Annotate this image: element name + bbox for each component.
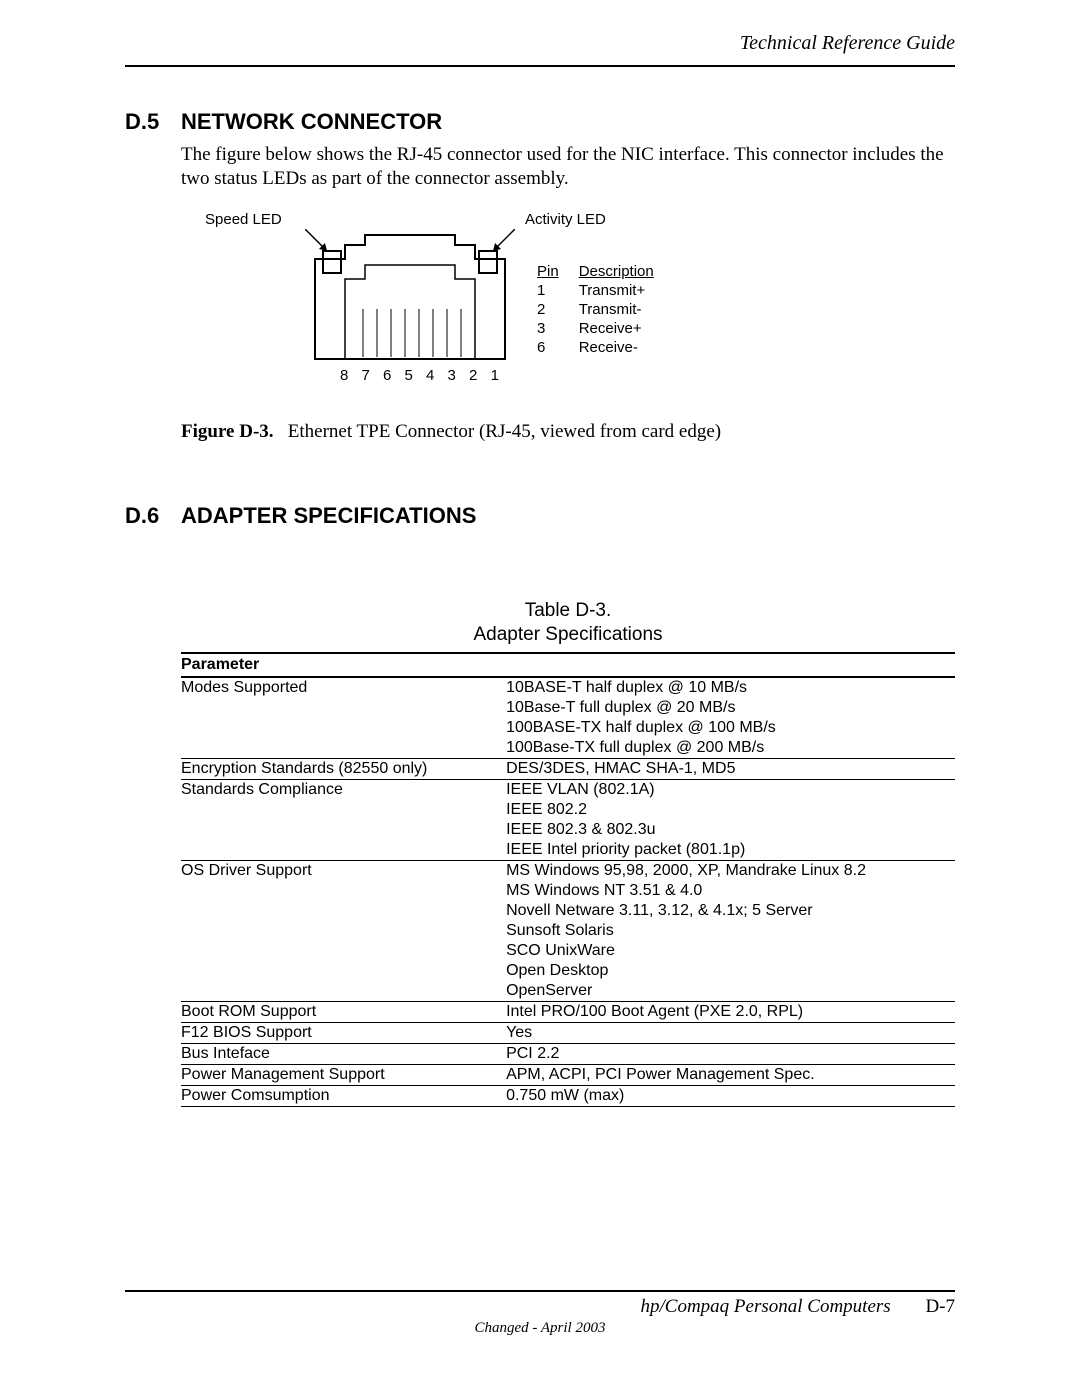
table-param-cell: F12 BIOS Support [181, 1022, 506, 1043]
activity-led-label: Activity LED [525, 211, 606, 228]
table-param-cell [181, 718, 506, 738]
section-d6-heading: D.6ADAPTER SPECIFICATIONS [125, 503, 955, 529]
pin-row-pin: 2 [537, 301, 577, 318]
table-value-cell: Yes [506, 1022, 955, 1043]
pin-header-desc: Description [579, 263, 672, 280]
table-value-cell: Intel PRO/100 Boot Agent (PXE 2.0, RPL) [506, 1001, 955, 1022]
table-param-cell: Modes Supported [181, 677, 506, 698]
table-param-cell [181, 901, 506, 921]
table-param-cell: Power Management Support [181, 1064, 506, 1085]
table-value-cell: MS Windows NT 3.51 & 4.0 [506, 881, 955, 901]
table-value-cell: IEEE Intel priority packet (801.1p) [506, 840, 955, 861]
section-d5-heading: D.5NETWORK CONNECTOR [125, 109, 955, 135]
table-param-cell [181, 941, 506, 961]
section-d6-title: ADAPTER SPECIFICATIONS [181, 503, 476, 528]
table-value-cell: Novell Netware 3.11, 3.12, & 4.1x; 5 Ser… [506, 901, 955, 921]
pin-row-desc: Receive+ [579, 320, 672, 337]
table-param-cell: Power Comsumption [181, 1085, 506, 1106]
figure-caption-text: Ethernet TPE Connector (RJ-45, viewed fr… [288, 421, 721, 442]
table-param-cell [181, 738, 506, 759]
table-value-cell: Sunsoft Solaris [506, 921, 955, 941]
pin-row-pin: 1 [537, 282, 577, 299]
table-value-cell: DES/3DES, HMAC SHA-1, MD5 [506, 758, 955, 779]
table-value-cell: Open Desktop [506, 961, 955, 981]
footer-product: hp/Compaq Personal Computers [641, 1296, 891, 1317]
footer-pagenum: D-7 [925, 1296, 955, 1317]
table-param-cell: Bus Inteface [181, 1043, 506, 1064]
table-param-cell: OS Driver Support [181, 860, 506, 881]
table-param-cell [181, 981, 506, 1002]
table-value-cell: 100Base-TX full duplex @ 200 MB/s [506, 738, 955, 759]
speed-led-label: Speed LED [205, 211, 282, 228]
table-param-cell [181, 698, 506, 718]
table-title-line1: Table D-3. [525, 600, 612, 621]
table-value-cell: SCO UnixWare [506, 941, 955, 961]
section-d6-num: D.6 [125, 503, 181, 529]
table-value-cell: 0.750 mW (max) [506, 1085, 955, 1106]
table-param-cell [181, 961, 506, 981]
pin-row-pin: 6 [537, 339, 577, 356]
rj45-connector-diagram [305, 229, 515, 369]
page-footer: hp/Compaq Personal Computers D-7 Changed… [125, 1290, 955, 1337]
pin-description-table: PinDescription 1Transmit+ 2Transmit- 3Re… [535, 261, 674, 358]
table-value-cell: MS Windows 95,98, 2000, XP, Mandrake Lin… [506, 860, 955, 881]
pin-row-desc: Transmit- [579, 301, 672, 318]
table-value-cell: 100BASE-TX half duplex @ 100 MB/s [506, 718, 955, 738]
table-value-cell: IEEE VLAN (802.1A) [506, 779, 955, 800]
table-param-cell [181, 921, 506, 941]
header-right: Technical Reference Guide [125, 32, 955, 55]
table-param-cell [181, 800, 506, 820]
pin-header-pin: Pin [537, 263, 577, 280]
section-d5-num: D.5 [125, 109, 181, 135]
table-value-cell: APM, ACPI, PCI Power Management Spec. [506, 1064, 955, 1085]
table-value-cell: IEEE 802.3 & 802.3u [506, 820, 955, 840]
header-rule [125, 65, 955, 67]
table-param-cell: Boot ROM Support [181, 1001, 506, 1022]
table-title-line2: Adapter Specifications [473, 624, 662, 645]
section-d5-para: The figure below shows the RJ-45 connect… [181, 143, 955, 191]
table-param-cell: Encryption Standards (82550 only) [181, 758, 506, 779]
pin-row-pin: 3 [537, 320, 577, 337]
table-param-cell [181, 820, 506, 840]
table-header-parameter: Parameter [181, 654, 955, 677]
table-value-cell: PCI 2.2 [506, 1043, 955, 1064]
figure-d3: Speed LED Activity LED 8 7 [195, 211, 955, 411]
table-param-cell [181, 840, 506, 861]
footer-changed: Changed - April 2003 [125, 1320, 955, 1337]
figure-caption-bold: Figure D-3. [181, 421, 274, 442]
pin-row-desc: Transmit+ [579, 282, 672, 299]
table-value-cell: IEEE 802.2 [506, 800, 955, 820]
table-value-cell: OpenServer [506, 981, 955, 1002]
table-value-cell: 10BASE-T half duplex @ 10 MB/s [506, 677, 955, 698]
adapter-spec-table: Table D-3. Adapter Specifications Parame… [181, 599, 955, 1107]
table-param-cell: Standards Compliance [181, 779, 506, 800]
figure-caption: Figure D-3. Ethernet TPE Connector (RJ-4… [181, 421, 955, 443]
pin-numbers-label: 8 7 6 5 4 3 2 1 [340, 367, 503, 384]
table-param-cell [181, 881, 506, 901]
table-value-cell: 10Base-T full duplex @ 20 MB/s [506, 698, 955, 718]
section-d5-title: NETWORK CONNECTOR [181, 109, 442, 134]
pin-row-desc: Receive- [579, 339, 672, 356]
